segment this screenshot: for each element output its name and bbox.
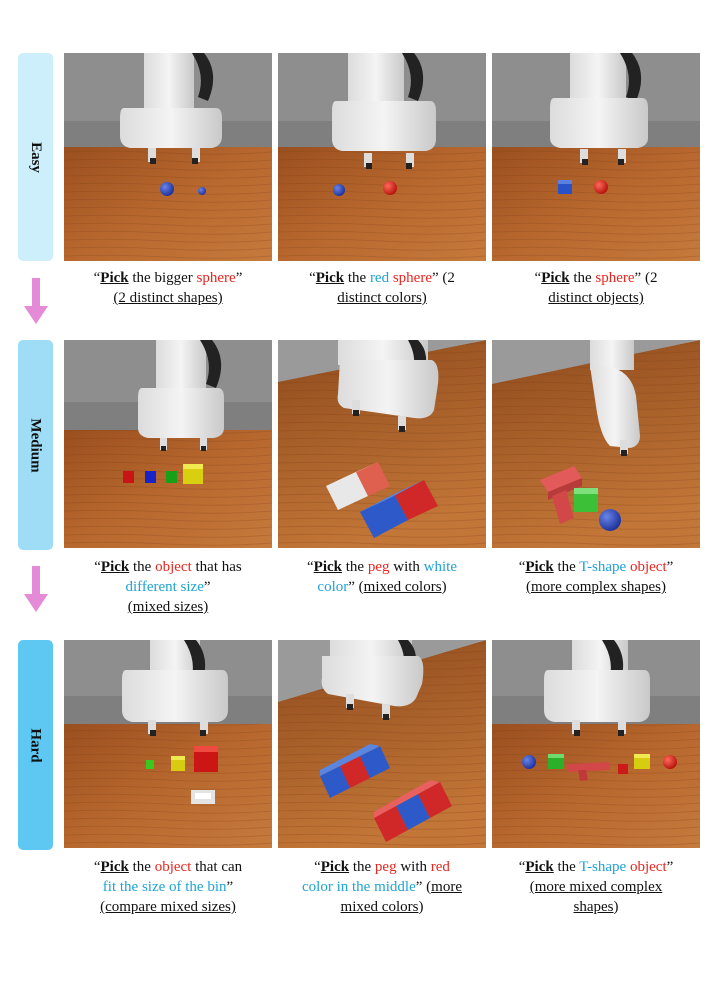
scene-medium-1	[64, 340, 272, 548]
scene-easy-2	[278, 53, 486, 261]
scene-easy-1	[64, 53, 272, 261]
caption-hard-2: “Pick the peg with red color in the midd…	[302, 859, 462, 915]
down-arrow-icon	[24, 566, 48, 612]
level-bar-medium: Medium	[18, 340, 53, 550]
scene-medium-2	[278, 340, 486, 548]
level-bar-hard: Hard	[18, 640, 53, 850]
caption-hard-3: “Pick the T-shape object” (more mixed co…	[518, 859, 674, 915]
level-label-easy: Easy	[28, 141, 44, 173]
level-bar-easy: Easy	[18, 53, 53, 261]
scene-easy-3	[492, 53, 700, 261]
scene-hard-1	[64, 640, 272, 848]
caption-easy-3: “Pick the sphere” (2 distinct objects)	[534, 270, 658, 306]
scene-medium-3	[492, 340, 700, 548]
caption-medium-2: “Pick the peg with white color” (mixed c…	[306, 559, 457, 595]
caption-easy-2: “Pick the red sphere” (2 distinct colors…	[309, 270, 455, 306]
caption-medium-1: “Pick the object that has different size…	[94, 559, 242, 615]
caption-medium-3: “Pick the T-shape object” (more complex …	[518, 559, 674, 595]
down-arrow-icon	[24, 278, 48, 324]
scene-hard-3	[492, 640, 700, 848]
caption-hard-1: “Pick the object that can fit the size o…	[93, 859, 243, 915]
level-label-medium: Medium	[28, 417, 45, 473]
level-label-hard: Hard	[27, 727, 44, 763]
caption-easy-1: “Pick the bigger sphere” (2 distinct sha…	[93, 270, 243, 306]
scene-hard-2	[278, 640, 486, 848]
